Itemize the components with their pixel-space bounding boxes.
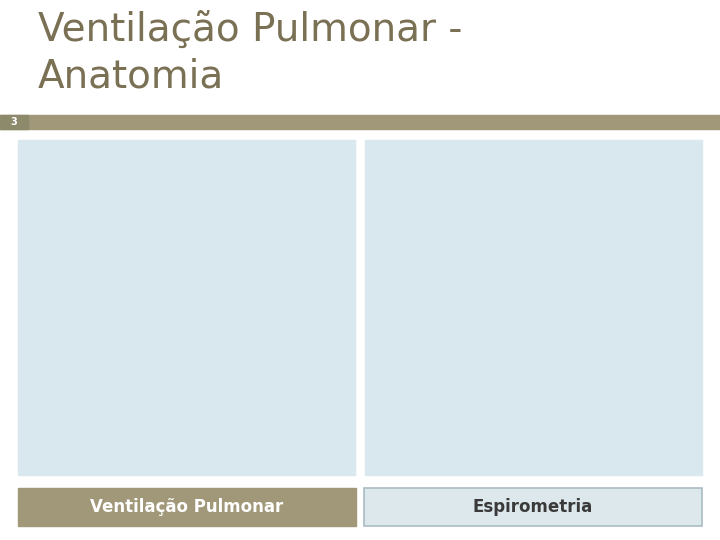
Text: 3: 3 xyxy=(11,117,17,127)
Bar xyxy=(18,140,355,475)
Bar xyxy=(0,115,720,129)
Bar xyxy=(364,488,702,526)
Text: Anatomia: Anatomia xyxy=(38,58,224,96)
Text: Ventilação Pulmonar: Ventilação Pulmonar xyxy=(91,498,284,516)
Bar xyxy=(365,140,702,475)
Bar xyxy=(0,115,28,129)
Bar xyxy=(18,488,356,526)
Text: Ventilação Pulmonar -: Ventilação Pulmonar - xyxy=(38,12,462,50)
Text: Espirometria: Espirometria xyxy=(473,498,593,516)
